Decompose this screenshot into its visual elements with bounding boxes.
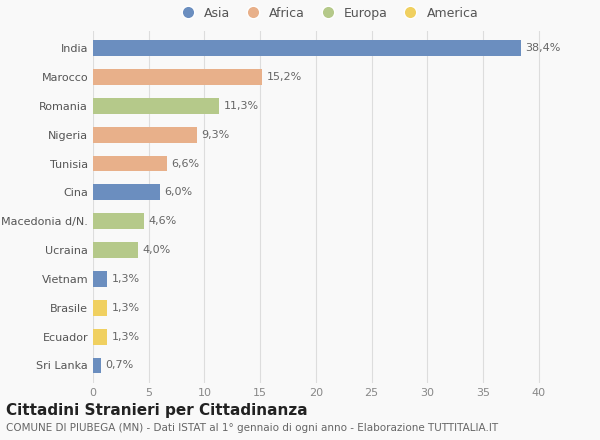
Text: 9,3%: 9,3% [201, 130, 229, 139]
Text: 4,6%: 4,6% [149, 216, 177, 226]
Bar [93, 156, 167, 172]
Bar [93, 271, 107, 287]
Text: 0,7%: 0,7% [105, 360, 134, 370]
Text: 38,4%: 38,4% [526, 43, 561, 53]
Text: 6,0%: 6,0% [164, 187, 193, 198]
Text: 15,2%: 15,2% [267, 72, 302, 82]
Bar [93, 242, 137, 258]
Text: 1,3%: 1,3% [112, 303, 140, 313]
Bar [93, 98, 219, 114]
Text: 6,6%: 6,6% [171, 158, 199, 169]
Bar [93, 127, 197, 143]
Text: COMUNE DI PIUBEGA (MN) - Dati ISTAT al 1° gennaio di ogni anno - Elaborazione TU: COMUNE DI PIUBEGA (MN) - Dati ISTAT al 1… [6, 423, 498, 433]
Bar [93, 69, 262, 85]
Legend: Asia, Africa, Europa, America: Asia, Africa, Europa, America [170, 2, 484, 25]
Text: 1,3%: 1,3% [112, 274, 140, 284]
Bar [93, 300, 107, 316]
Bar [93, 213, 144, 229]
Bar [93, 329, 107, 345]
Text: 1,3%: 1,3% [112, 332, 140, 341]
Text: 11,3%: 11,3% [223, 101, 259, 111]
Text: Cittadini Stranieri per Cittadinanza: Cittadini Stranieri per Cittadinanza [6, 403, 308, 418]
Bar [93, 40, 521, 56]
Text: 4,0%: 4,0% [142, 245, 170, 255]
Bar [93, 184, 160, 200]
Bar [93, 358, 101, 374]
